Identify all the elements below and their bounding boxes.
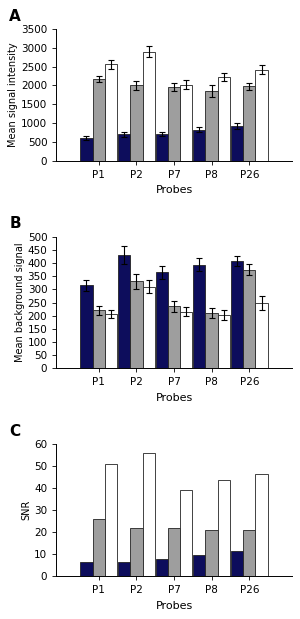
X-axis label: Probes: Probes [155, 393, 193, 403]
Bar [218, 77, 230, 161]
Bar [93, 79, 105, 161]
Bar [130, 282, 142, 368]
Bar [105, 464, 117, 576]
Text: B: B [9, 217, 21, 232]
Bar [180, 312, 193, 368]
Bar [193, 265, 206, 368]
Bar [156, 272, 168, 368]
Bar [93, 310, 105, 368]
Bar [243, 270, 255, 368]
Bar [168, 87, 180, 161]
Bar [118, 134, 130, 161]
Bar [80, 562, 93, 576]
Y-axis label: SNR: SNR [22, 500, 32, 521]
Bar [255, 69, 268, 161]
Bar [255, 474, 268, 576]
Bar [156, 558, 168, 576]
Bar [80, 138, 93, 161]
X-axis label: Probes: Probes [155, 185, 193, 195]
Bar [130, 528, 142, 576]
Bar [206, 313, 218, 368]
Bar [180, 490, 193, 576]
Bar [118, 562, 130, 576]
Bar [206, 530, 218, 576]
Bar [105, 64, 117, 161]
Y-axis label: Mean signal intensity: Mean signal intensity [8, 43, 18, 147]
Bar [93, 519, 105, 576]
Bar [193, 130, 206, 161]
Bar [156, 134, 168, 161]
Bar [243, 86, 255, 161]
Text: A: A [9, 9, 21, 24]
Bar [255, 303, 268, 368]
Bar [130, 85, 142, 161]
Bar [231, 261, 243, 368]
Bar [118, 255, 130, 368]
Bar [142, 453, 155, 576]
Bar [180, 85, 193, 161]
Y-axis label: Mean background signal: Mean background signal [15, 243, 25, 362]
Text: C: C [9, 424, 20, 439]
Bar [206, 91, 218, 161]
Bar [193, 555, 206, 576]
X-axis label: Probes: Probes [155, 600, 193, 611]
Bar [80, 285, 93, 368]
Bar [105, 314, 117, 368]
Bar [231, 126, 243, 161]
Bar [168, 306, 180, 368]
Bar [243, 530, 255, 576]
Bar [218, 480, 230, 576]
Bar [231, 551, 243, 576]
Bar [218, 315, 230, 368]
Bar [142, 51, 155, 161]
Bar [142, 287, 155, 368]
Bar [168, 528, 180, 576]
